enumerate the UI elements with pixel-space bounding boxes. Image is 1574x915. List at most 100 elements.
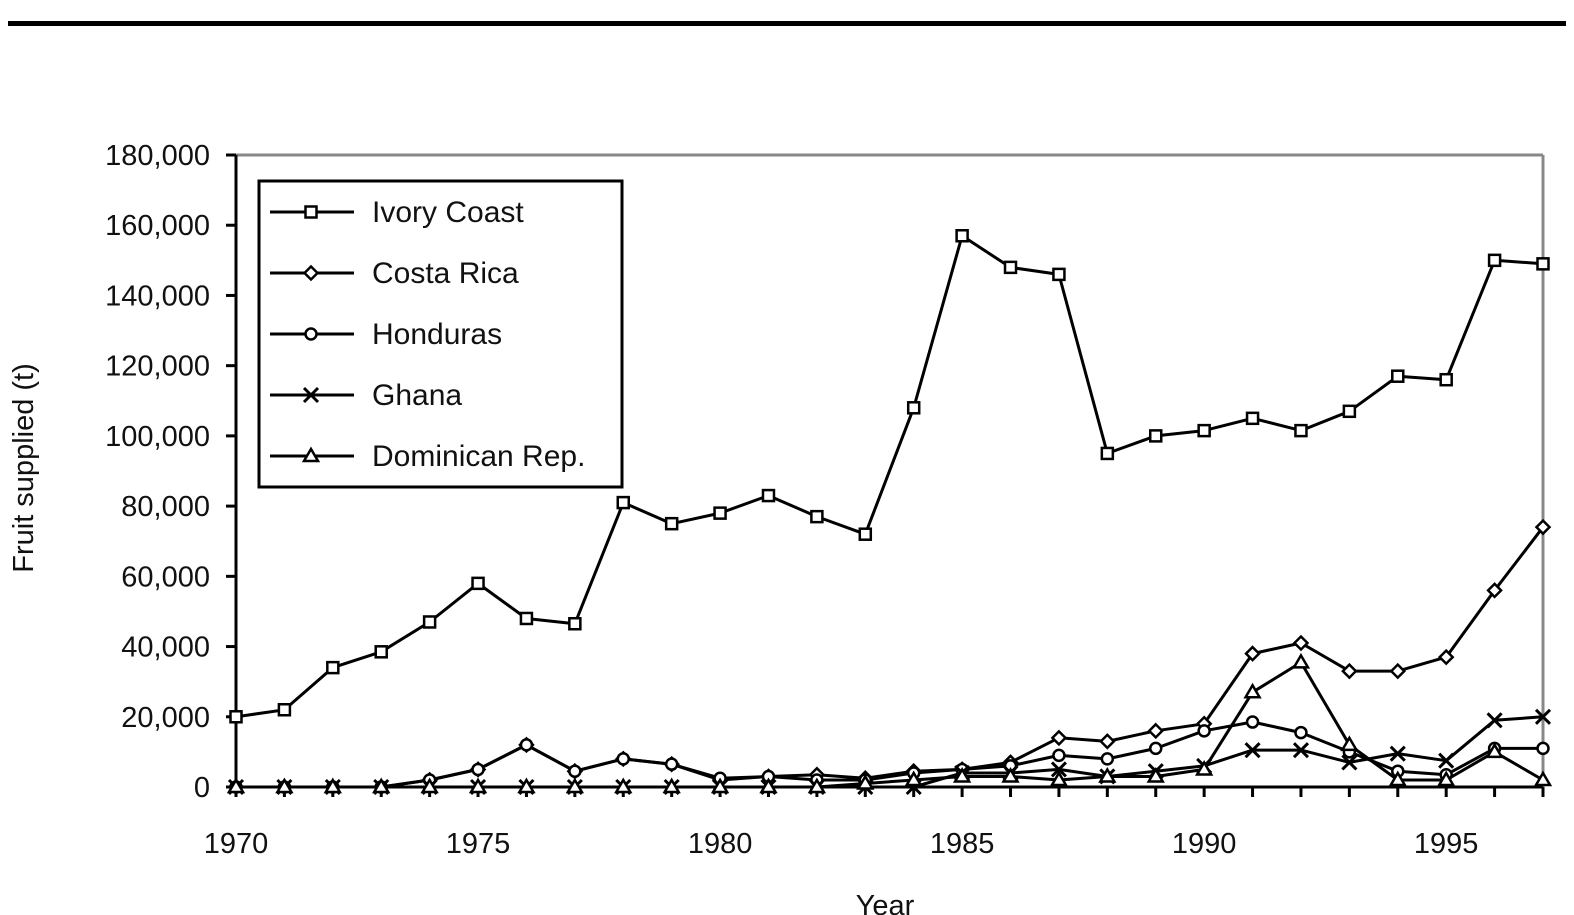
data-point-dominican-rep (226, 777, 246, 794)
data-point-ghana (1534, 708, 1552, 725)
y-tick-label: 160,000 (105, 210, 210, 242)
data-point-ivory-coast (713, 506, 727, 520)
data-point-dominican-rep (662, 777, 681, 794)
data-point-ivory-coast (1245, 411, 1260, 426)
data-point-costa-rica (1292, 634, 1310, 652)
series-line-honduras (236, 720, 1543, 789)
data-point-honduras (519, 738, 534, 752)
data-point-honduras (1148, 741, 1163, 756)
data-point-ivory-coast (1536, 257, 1550, 271)
data-point-ivory-coast (906, 401, 921, 415)
x-tick-label: 1970 (204, 828, 269, 860)
legend-label-ghana: Ghana (372, 379, 462, 412)
y-tick-label: 180,000 (105, 140, 210, 172)
data-point-honduras (1245, 715, 1260, 729)
data-point-costa-rica (1147, 722, 1165, 740)
data-point-honduras (1294, 725, 1308, 740)
x-axis-title: Year (856, 890, 915, 915)
data-point-ivory-coast (1003, 260, 1018, 275)
data-point-honduras (1536, 741, 1550, 756)
legend: Ivory Coast Costa Rica Honduras Ghana Domini… (257, 179, 624, 489)
y-axis-title: Fruit supplied (t) (8, 363, 40, 573)
y-tick-label: 40,000 (121, 632, 210, 664)
data-point-honduras (1100, 752, 1115, 766)
data-point-dominican-rep (1291, 652, 1311, 669)
data-point-dominican-rep (710, 777, 730, 794)
data-point-ivory-coast (1197, 423, 1211, 438)
y-tick-label: 140,000 (105, 280, 210, 312)
data-point-ghana (1389, 745, 1406, 762)
data-point-ivory-coast (810, 509, 824, 524)
data-point-costa-rica (1389, 662, 1407, 680)
data-point-dominican-rep (420, 777, 439, 794)
y-axis-ticks: 0 20,000 40,000 60,000 80,000 100,000 120,000 1… (105, 140, 236, 804)
legend-label-dominican-rep: Dominican Rep. (372, 440, 585, 473)
data-point-ivory-coast (955, 229, 969, 243)
data-point-dominican-rep (614, 777, 633, 794)
x-tick-label: 1995 (1414, 828, 1479, 860)
series-layer (226, 229, 1553, 796)
data-point-dominican-rep (372, 777, 391, 794)
data-point-dominican-rep (565, 777, 585, 794)
data-point-ivory-coast (1487, 253, 1502, 268)
data-point-ivory-coast (374, 645, 388, 659)
data-point-honduras (616, 752, 631, 766)
data-point-honduras (1052, 748, 1066, 763)
data-point-ivory-coast (1294, 423, 1308, 438)
data-point-dominican-rep (1485, 742, 1504, 759)
y-tick-label: 80,000 (121, 491, 210, 523)
data-point-ghana (1292, 742, 1310, 759)
x-tick-label: 1990 (1172, 828, 1237, 860)
data-point-ivory-coast (1148, 429, 1163, 443)
data-point-costa-rica (1341, 662, 1358, 680)
data-point-ivory-coast (1052, 267, 1066, 282)
data-point-ivory-coast (1100, 446, 1115, 461)
data-point-dominican-rep (1243, 682, 1262, 699)
series-ivory-coast (229, 229, 1550, 724)
x-tick-label: 1975 (446, 828, 511, 860)
data-point-costa-rica (1244, 645, 1261, 662)
data-point-honduras (1197, 724, 1211, 738)
data-point-dominican-rep (468, 777, 488, 794)
data-point-ivory-coast (1391, 369, 1405, 383)
data-point-ghana (1341, 754, 1358, 771)
data-point-dominican-rep (1194, 759, 1214, 776)
data-point-ivory-coast (422, 615, 437, 629)
data-point-dominican-rep (1533, 770, 1553, 787)
data-point-ghana (1438, 752, 1455, 769)
data-point-dominican-rep (1146, 766, 1165, 783)
data-point-ivory-coast (229, 710, 243, 724)
data-point-ivory-coast (277, 703, 292, 717)
y-tick-label: 20,000 (121, 702, 210, 734)
data-point-ghana (1050, 761, 1067, 778)
data-point-ghana (1244, 742, 1261, 759)
data-point-ivory-coast (326, 660, 340, 675)
data-point-costa-rica (1437, 648, 1455, 666)
data-point-ivory-coast (519, 611, 534, 626)
data-point-dominican-rep (1098, 766, 1117, 783)
series-dominican-rep (226, 652, 1553, 794)
legend-label-ivory-coast: Ivory Coast (372, 196, 524, 229)
legend-label-honduras: Honduras (372, 318, 502, 351)
x-tick-label: 1980 (688, 828, 753, 860)
data-point-honduras (471, 762, 485, 777)
data-point-ivory-coast (664, 516, 679, 531)
legend-marker-ghana (302, 386, 320, 404)
data-point-dominican-rep (759, 777, 778, 794)
top-rule (8, 21, 1566, 26)
data-point-ivory-coast (1342, 404, 1357, 419)
data-point-ivory-coast (568, 616, 582, 631)
data-point-dominican-rep (1437, 770, 1456, 787)
x-axis-ticks: 1970 1975 1980 1985 1990 1995 (204, 787, 1545, 860)
data-point-ghana (1486, 712, 1503, 729)
data-point-ivory-coast (471, 576, 485, 591)
data-point-dominican-rep (1049, 770, 1069, 787)
data-point-ivory-coast (616, 495, 631, 510)
data-point-ivory-coast (1439, 372, 1453, 387)
data-point-ivory-coast (761, 488, 776, 503)
data-point-dominican-rep (275, 777, 294, 794)
y-tick-label: 120,000 (105, 351, 210, 383)
data-point-honduras (664, 757, 679, 771)
data-point-dominican-rep (952, 766, 972, 783)
